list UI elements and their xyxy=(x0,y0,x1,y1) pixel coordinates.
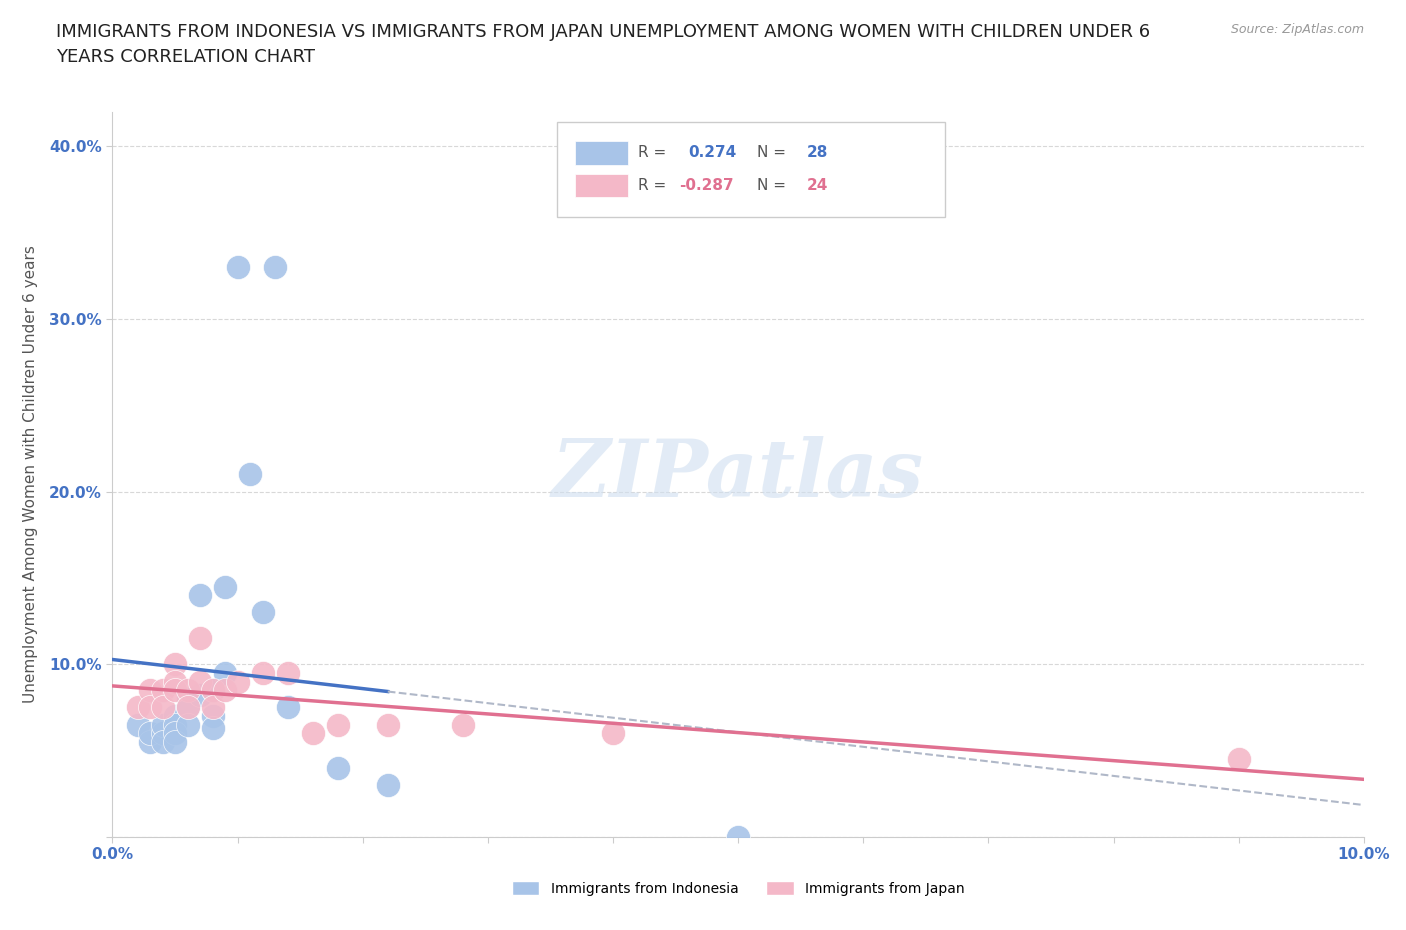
Text: N =: N = xyxy=(756,145,786,161)
Point xyxy=(377,717,399,732)
Point xyxy=(201,700,224,715)
Point xyxy=(301,726,323,741)
Point xyxy=(152,700,174,715)
Point xyxy=(176,717,198,732)
Point xyxy=(214,683,236,698)
Point xyxy=(226,674,249,689)
Point xyxy=(176,691,198,706)
Point xyxy=(152,726,174,741)
Point xyxy=(163,683,186,698)
Point xyxy=(139,726,162,741)
Point xyxy=(214,579,236,594)
FancyBboxPatch shape xyxy=(575,174,628,197)
Text: Source: ZipAtlas.com: Source: ZipAtlas.com xyxy=(1230,23,1364,36)
Text: 24: 24 xyxy=(807,178,828,193)
Text: IMMIGRANTS FROM INDONESIA VS IMMIGRANTS FROM JAPAN UNEMPLOYMENT AMONG WOMEN WITH: IMMIGRANTS FROM INDONESIA VS IMMIGRANTS … xyxy=(56,23,1150,66)
Text: 28: 28 xyxy=(807,145,828,161)
Point xyxy=(127,700,149,715)
Point xyxy=(214,666,236,681)
Point xyxy=(326,761,349,776)
Point xyxy=(163,657,186,671)
Point xyxy=(152,717,174,732)
Point xyxy=(152,735,174,750)
Text: ZIPatlas: ZIPatlas xyxy=(553,435,924,513)
Point xyxy=(264,259,287,274)
Point xyxy=(127,717,149,732)
FancyBboxPatch shape xyxy=(575,141,628,165)
Text: N =: N = xyxy=(756,178,786,193)
Point xyxy=(163,726,186,741)
Point xyxy=(188,631,211,645)
Point xyxy=(163,735,186,750)
Point xyxy=(602,726,624,741)
FancyBboxPatch shape xyxy=(557,123,945,217)
Point xyxy=(239,467,262,482)
Point xyxy=(277,700,299,715)
Point xyxy=(201,683,224,698)
Point xyxy=(188,588,211,603)
Point xyxy=(277,666,299,681)
Y-axis label: Unemployment Among Women with Children Under 6 years: Unemployment Among Women with Children U… xyxy=(22,246,38,703)
Legend: Immigrants from Indonesia, Immigrants from Japan: Immigrants from Indonesia, Immigrants fr… xyxy=(505,874,972,903)
Point xyxy=(139,700,162,715)
Text: 0.274: 0.274 xyxy=(688,145,737,161)
Point xyxy=(201,709,224,724)
Point xyxy=(176,700,198,715)
Point xyxy=(163,709,186,724)
Point xyxy=(176,700,198,715)
Text: R =: R = xyxy=(638,178,666,193)
Point xyxy=(139,735,162,750)
Point xyxy=(163,674,186,689)
Point xyxy=(188,674,211,689)
Point xyxy=(727,830,749,844)
Point xyxy=(188,688,211,703)
Point xyxy=(201,683,224,698)
Point xyxy=(252,666,274,681)
Point xyxy=(326,717,349,732)
Point xyxy=(451,717,474,732)
Text: R =: R = xyxy=(638,145,666,161)
Text: -0.287: -0.287 xyxy=(679,178,734,193)
Point xyxy=(201,721,224,736)
Point xyxy=(176,683,198,698)
Point xyxy=(139,683,162,698)
Point xyxy=(1227,751,1250,766)
Point xyxy=(152,683,174,698)
Point xyxy=(377,777,399,792)
Point xyxy=(163,717,186,732)
Point xyxy=(252,605,274,620)
Point xyxy=(226,259,249,274)
